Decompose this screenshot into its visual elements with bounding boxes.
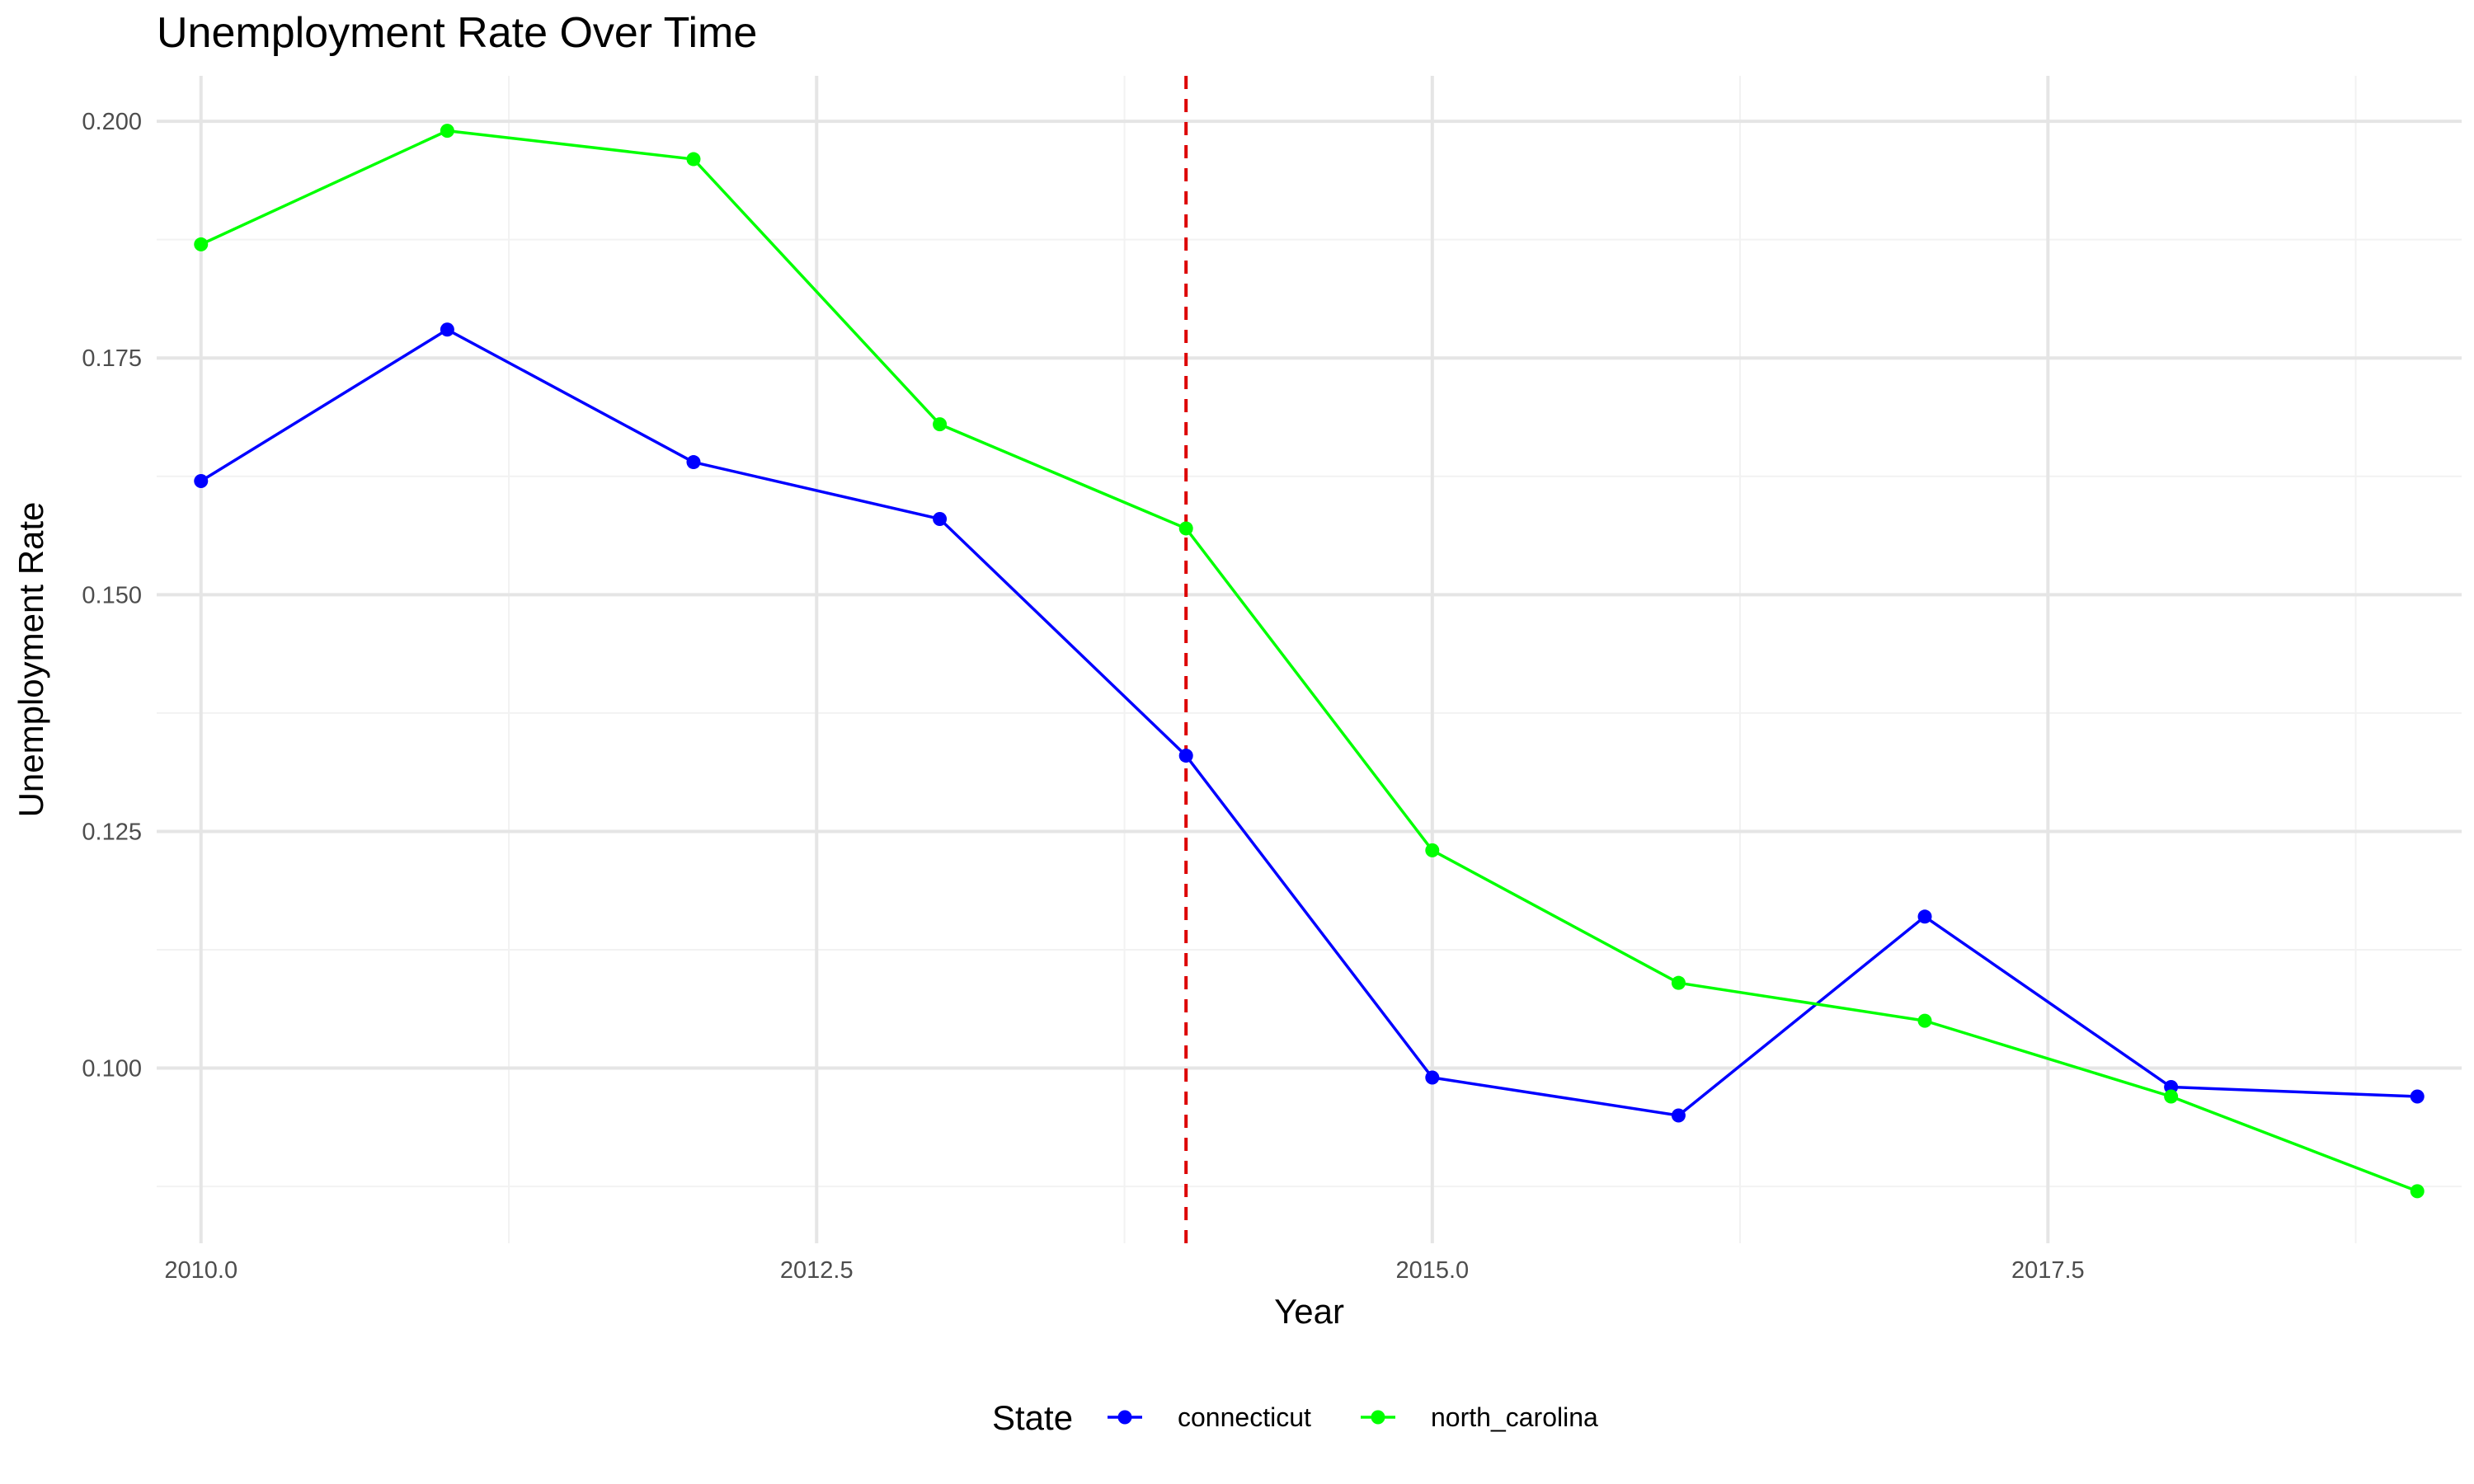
data-point-north_carolina — [1671, 975, 1686, 990]
data-point-north_carolina — [194, 237, 209, 251]
data-point-connecticut — [1917, 909, 1932, 924]
data-point-north_carolina — [2410, 1184, 2425, 1199]
legend-key-point — [1117, 1410, 1132, 1425]
y-tick-label: 0.200 — [82, 109, 142, 135]
data-point-north_carolina — [686, 152, 701, 167]
series-layer — [194, 124, 2425, 1199]
data-point-north_carolina — [440, 124, 454, 139]
y-tick-label: 0.125 — [82, 819, 142, 845]
data-point-connecticut — [1178, 749, 1193, 763]
y-tick-label: 0.150 — [82, 582, 142, 608]
x-tick-label: 2012.5 — [780, 1257, 854, 1284]
chart-title: Unemployment Rate Over Time — [157, 9, 758, 57]
x-tick-label: 2010.0 — [164, 1257, 238, 1284]
legend-label: connecticut — [1178, 1402, 1311, 1432]
series-line-north_carolina — [200, 129, 2418, 1193]
x-tick-label: 2015.0 — [1395, 1257, 1469, 1284]
y-axis-tick-labels: 0.100 0.125 0.150 0.175 0.200 — [82, 109, 142, 1082]
legend-title: State — [992, 1398, 1073, 1437]
data-point-connecticut — [1671, 1108, 1686, 1123]
x-axis-tick-labels: 2010.0 2012.5 2015.0 2017.5 — [164, 1257, 2084, 1284]
data-point-north_carolina — [1178, 521, 1193, 536]
data-point-connecticut — [933, 511, 948, 526]
data-point-north_carolina — [2164, 1089, 2179, 1104]
y-tick-label: 0.100 — [82, 1056, 142, 1082]
legend-label: north_carolina — [1431, 1402, 1598, 1432]
x-axis-title: Year — [1274, 1292, 1344, 1331]
data-point-connecticut — [440, 322, 454, 337]
data-point-north_carolina — [1917, 1013, 1932, 1028]
legend-key-point — [1371, 1410, 1385, 1425]
data-point-connecticut — [194, 474, 209, 489]
data-point-connecticut — [1425, 1070, 1440, 1085]
data-point-north_carolina — [1425, 843, 1440, 857]
y-axis-title: Unemployment Rate — [12, 502, 50, 818]
minor-gridlines — [157, 76, 2462, 1243]
data-point-connecticut — [686, 455, 701, 470]
legend: State connecticut north_carolina — [992, 1398, 1598, 1437]
x-tick-label: 2017.5 — [2011, 1257, 2085, 1284]
y-tick-label: 0.175 — [82, 345, 142, 372]
data-point-connecticut — [2410, 1089, 2425, 1104]
major-gridlines — [157, 76, 2462, 1243]
series-line-connecticut — [200, 328, 2418, 1117]
data-point-north_carolina — [933, 417, 948, 432]
